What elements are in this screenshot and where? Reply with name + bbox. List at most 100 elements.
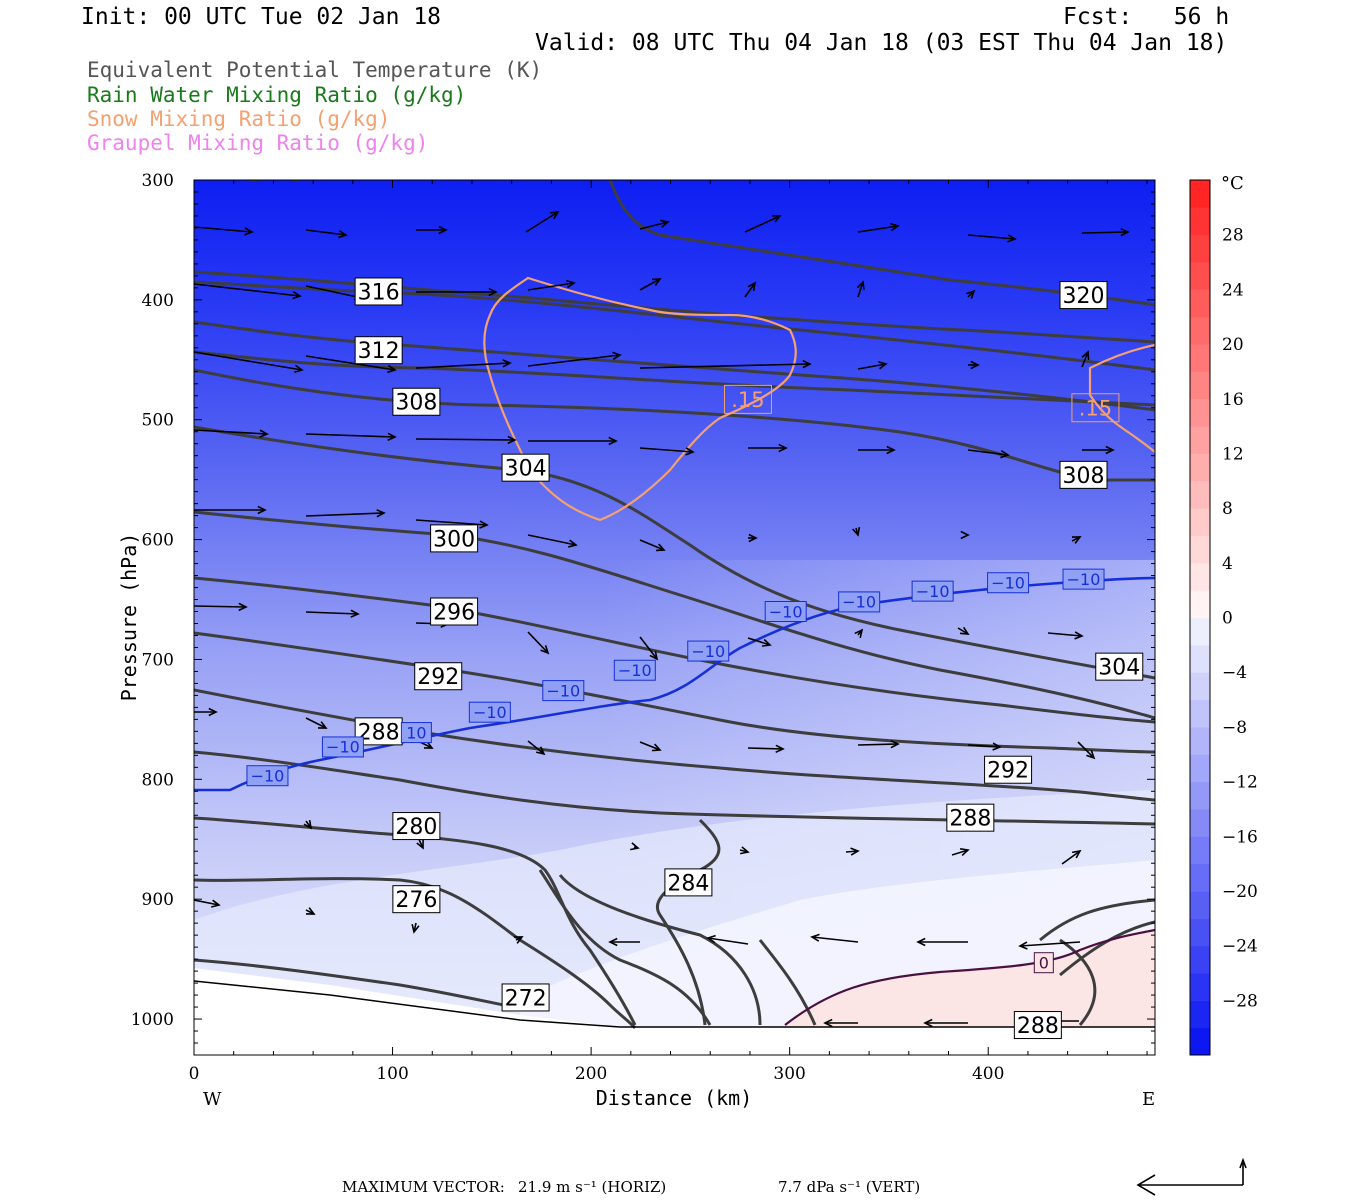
colorbar-label: 8 (1222, 499, 1233, 519)
wind-vector-arrow (305, 432, 397, 441)
colorbar-frame (1189, 179, 1211, 1056)
east-label: E (1142, 1089, 1155, 1110)
colorbar-segment (1190, 1000, 1210, 1029)
wind-vector-arrow (305, 355, 397, 374)
svg-text:288: 288 (358, 720, 400, 745)
theta-e-contour-line (194, 631, 1155, 754)
svg-text:0: 0 (1039, 953, 1049, 972)
wind-vector-arrow (194, 899, 221, 908)
wind-vector-arrow (960, 530, 970, 540)
colorbar-segment (1190, 180, 1210, 208)
max-vector-label: MAXIMUM VECTOR: (342, 1178, 505, 1196)
wind-vector-arrow (305, 609, 360, 618)
wind-vector-arrow (1047, 631, 1084, 640)
legend-snow: Snow Mixing Ratio (g/kg) (87, 107, 391, 131)
theta-e-label: 308 (392, 387, 441, 416)
x-tick-label: 300 (773, 1064, 805, 1084)
theta-e-contour-line (194, 750, 1155, 826)
reference-vector-icon (1136, 1157, 1247, 1196)
zero-degree-contour (784, 928, 1155, 1026)
wind-vector-arrow (744, 281, 757, 298)
x-axis-title: Distance (km) (596, 1086, 753, 1110)
wind-vector-arrow (630, 842, 640, 851)
wind-vector-arrow (1082, 445, 1115, 455)
wind-vector-arrow (923, 1018, 968, 1028)
theta-e-label: 276 (392, 885, 441, 914)
theta-e-contour-line (758, 939, 817, 1026)
wind-vector-arrow (525, 211, 560, 233)
y-tick-label: 900 (142, 890, 174, 910)
temperature-label: −10 (542, 680, 585, 702)
wind-vector-arrow (639, 539, 666, 552)
theta-e-contour-line (194, 270, 1155, 344)
legend-theta-e: Equivalent Potential Temperature (K) (87, 58, 543, 82)
svg-text:10: 10 (406, 723, 426, 742)
wind-vector-arrow (957, 626, 970, 635)
svg-text:−10: −10 (691, 642, 725, 661)
svg-text:292: 292 (987, 759, 1029, 784)
wind-vector-arrow (968, 360, 980, 370)
wind-vector-arrow (527, 631, 550, 655)
colorbar-label: 12 (1222, 444, 1244, 464)
colorbar-label: −24 (1222, 937, 1258, 957)
terrain-outline (193, 980, 1155, 1028)
wind-vector-arrow (967, 742, 1002, 751)
y-tick-label: 700 (142, 650, 174, 670)
theta-e-contour-line (194, 688, 1155, 802)
wind-vector-arrow (916, 937, 968, 947)
temperature-label: −10 (613, 659, 656, 681)
colorbar-segment (1190, 562, 1210, 591)
colorbar-segment (1190, 836, 1210, 865)
svg-text:304: 304 (505, 457, 547, 482)
colorbar-segment (1190, 344, 1210, 372)
wind-vector-arrow (747, 637, 772, 647)
colorbar-segment (1190, 808, 1210, 837)
snow-label: .15 (1071, 393, 1120, 423)
y-tick-label: 500 (142, 411, 174, 431)
wind-vector-arrow (194, 226, 254, 236)
theta-e-contour-line (194, 816, 637, 1026)
theta-e-contour-line (194, 350, 1155, 407)
wind-vector-arrow (748, 443, 788, 453)
wind-vector-arrow (967, 234, 1017, 243)
terrain (194, 968, 1155, 1055)
y-tick-label: 1000 (131, 1010, 174, 1030)
colorbar-segment (1190, 699, 1210, 728)
wind-vector-arrow (857, 361, 888, 370)
svg-text:−10: −10 (326, 738, 360, 757)
wind-vector-arrow (639, 636, 659, 661)
svg-text:−10: −10 (769, 602, 803, 621)
wind-vector-arrow (966, 289, 976, 299)
x-tick-label: 200 (575, 1064, 607, 1084)
theta-e-contour-line (1039, 898, 1155, 942)
theta-e-contours (194, 180, 1155, 1029)
x-tick-label: 100 (376, 1064, 408, 1084)
colorbar-label: −4 (1222, 663, 1247, 683)
zero-degree-label: 0 (1033, 952, 1054, 974)
wind-vector-arrow (1071, 536, 1082, 544)
wind-vector-arrow (967, 449, 1010, 459)
colorbar-segment (1190, 480, 1210, 509)
wind-vector-arrow (305, 229, 348, 239)
wind-vector-arrow (415, 435, 517, 445)
wind-vector-arrow (303, 819, 313, 830)
svg-text:288: 288 (949, 807, 991, 832)
svg-text:−10: −10 (991, 573, 1025, 592)
temperature-label: 10 (400, 722, 432, 744)
colorbar-segment (1190, 398, 1210, 427)
svg-text:308: 308 (395, 391, 437, 416)
wind-vector-arrow (527, 740, 546, 756)
temperature-label: −10 (911, 580, 954, 602)
wind-vector-arrow (513, 936, 524, 944)
y-tick-label: 300 (142, 171, 174, 191)
temperature-label: −10 (687, 640, 730, 662)
wind-vector-arrow (528, 436, 618, 446)
colorbar-segment (1190, 1027, 1210, 1056)
colorbar-segment (1190, 262, 1210, 290)
colorbar-segment (1190, 316, 1210, 345)
max-vector-vert: 7.7 dPa s⁻¹ (VERT) (778, 1178, 921, 1196)
wind-vector-arrow (527, 279, 576, 291)
wind-vector-arrow (744, 215, 782, 233)
snow-label: .15 (723, 384, 772, 414)
